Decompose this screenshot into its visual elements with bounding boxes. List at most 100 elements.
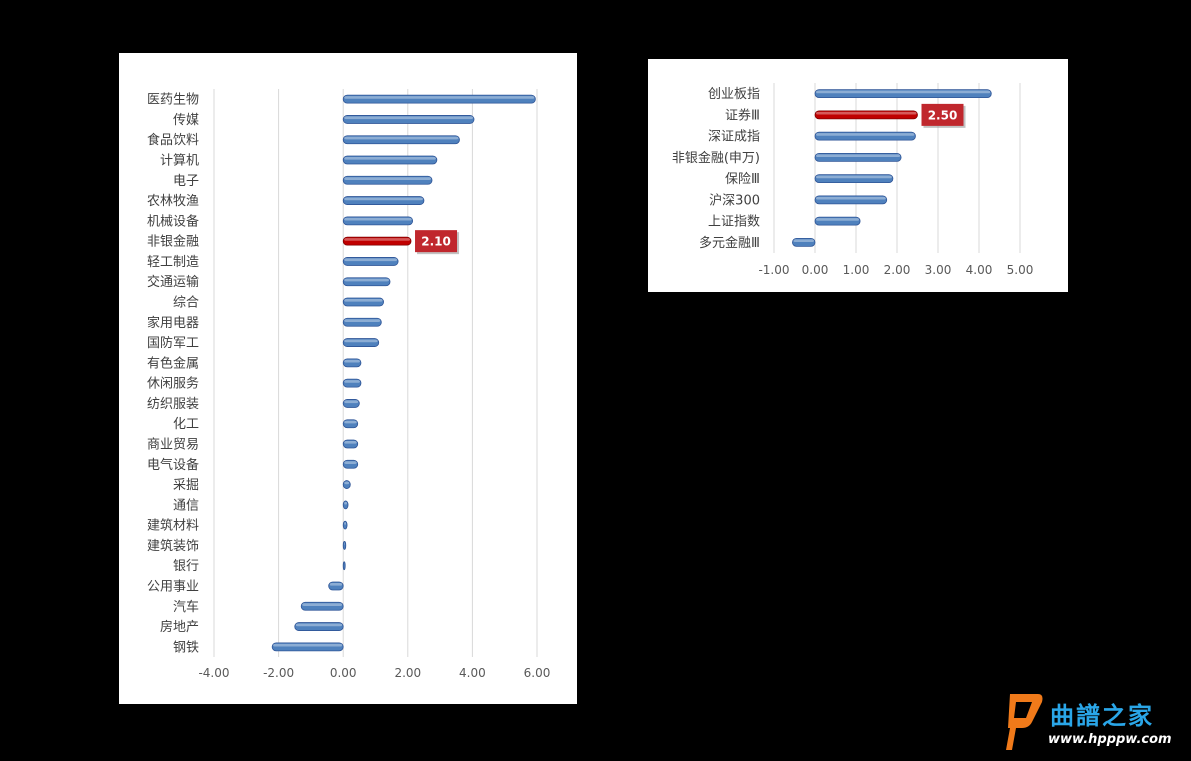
bar: [342, 480, 351, 489]
category-label: 国防军工: [147, 335, 199, 351]
category-label: 钢铁: [173, 640, 199, 655]
bar-shine: [344, 157, 436, 160]
bar-shine: [344, 136, 459, 140]
bar-shine: [344, 359, 360, 363]
bar: [342, 419, 359, 429]
category-label: 机械设备: [147, 213, 199, 229]
category-label: 银行: [173, 559, 199, 574]
category-label: 上证指数: [708, 215, 760, 230]
category-label: 汽车: [173, 599, 199, 615]
bar: [328, 581, 344, 591]
x-tick-label: 4.00: [459, 666, 486, 680]
bar-shine: [344, 380, 360, 383]
category-label: 多元金融Ⅲ: [699, 235, 760, 251]
bar: [342, 520, 348, 530]
bar-shine: [816, 90, 991, 94]
left-chart-panel: -4.00 -2.00 0.00 2.00 4.00 6.00 医药生物 传媒 食品饮料 计算机电…: [119, 53, 577, 704]
x-tick-label: 1.00: [843, 263, 870, 277]
bar: [342, 317, 382, 327]
bar: [342, 135, 460, 145]
data-label-box: [921, 103, 964, 126]
bar: [342, 439, 359, 449]
category-label: 电气设备: [147, 457, 199, 473]
category-label: 交通运输: [147, 274, 199, 290]
category-label: 通信: [173, 498, 199, 513]
bar-shine: [329, 583, 343, 586]
category-label: 综合: [173, 296, 199, 311]
data-label: 2.50: [928, 108, 958, 122]
bar: [342, 257, 399, 266]
category-label: 采掘: [173, 478, 199, 493]
bar-shine: [816, 218, 860, 221]
bar-shine: [793, 239, 814, 243]
bar-shine: [344, 278, 390, 282]
bar-shine: [344, 501, 348, 505]
category-label: 农林牧渔: [147, 194, 199, 209]
category-label: 非银金融(申万): [672, 150, 760, 166]
bar: [342, 561, 346, 571]
bar: [814, 131, 916, 141]
bar-shine: [816, 175, 892, 179]
bar-shine: [344, 96, 535, 99]
bar-shine: [344, 400, 359, 404]
category-label: 建筑装饰: [147, 538, 199, 554]
bar-shine: [344, 258, 398, 262]
bar-shine: [302, 603, 343, 606]
data-label-box: [415, 230, 458, 253]
bar: [342, 216, 414, 226]
category-label: 建筑材料: [147, 518, 199, 534]
bar: [342, 155, 438, 165]
bar: [342, 297, 384, 307]
category-label: 商业贸易: [147, 438, 199, 453]
bar-shine: [816, 111, 917, 115]
bar-shine: [344, 420, 357, 424]
category-label: 沪深300: [709, 192, 760, 208]
bar-shine: [344, 441, 357, 444]
category-label: 房地产: [160, 619, 199, 635]
bar-shine: [273, 643, 343, 647]
category-label: 纺织服装: [147, 397, 199, 412]
category-label: 非银金融: [147, 234, 199, 250]
watermark-text: 曲譜之家: [1050, 701, 1154, 730]
x-tick-label: 6.00: [524, 666, 551, 680]
x-tick-label: -1.00: [758, 263, 789, 277]
bar-shine: [816, 196, 886, 200]
right-chart-panel: -1.00 0.00 1.00 2.00 3.00 4.00 5.00 创业板指 证券Ⅲ 2.50…: [648, 59, 1068, 292]
bar: [271, 642, 344, 652]
category-label: 创业板指: [708, 87, 760, 102]
x-tick-label: 4.00: [966, 263, 993, 277]
highlight-bar: [342, 236, 412, 246]
bar: [342, 378, 362, 388]
bar-shine: [344, 481, 350, 485]
bar: [342, 500, 349, 510]
bar: [342, 459, 359, 469]
bar: [814, 89, 992, 99]
x-tick-label: 0.00: [330, 666, 357, 680]
bar-shine: [816, 154, 901, 158]
category-label: 家用电器: [147, 315, 199, 331]
category-label: 轻工制造: [147, 255, 199, 270]
bar: [814, 174, 894, 184]
bar: [342, 277, 391, 287]
x-tick-label: 2.00: [394, 666, 421, 680]
x-tick-label: -4.00: [198, 666, 229, 680]
bar: [342, 175, 433, 185]
category-label: 食品饮料: [147, 132, 199, 148]
highlight-bar: [814, 110, 918, 120]
x-tick-label: 3.00: [925, 263, 952, 277]
category-label: 保险Ⅲ: [725, 172, 760, 187]
bar: [342, 541, 347, 550]
x-tick-label: 2.00: [884, 263, 911, 277]
bar-shine: [344, 522, 347, 525]
category-label: 计算机: [160, 154, 199, 169]
category-label: 公用事业: [147, 580, 199, 595]
category-label: 传媒: [173, 113, 199, 128]
bar: [342, 338, 380, 347]
bar-shine: [344, 319, 381, 322]
bar-shine: [344, 177, 432, 180]
watermark-url: www.hpppw.com: [1048, 732, 1172, 747]
bar-shine: [344, 299, 383, 302]
bar-shine: [344, 197, 423, 201]
category-label: 化工: [173, 417, 199, 432]
